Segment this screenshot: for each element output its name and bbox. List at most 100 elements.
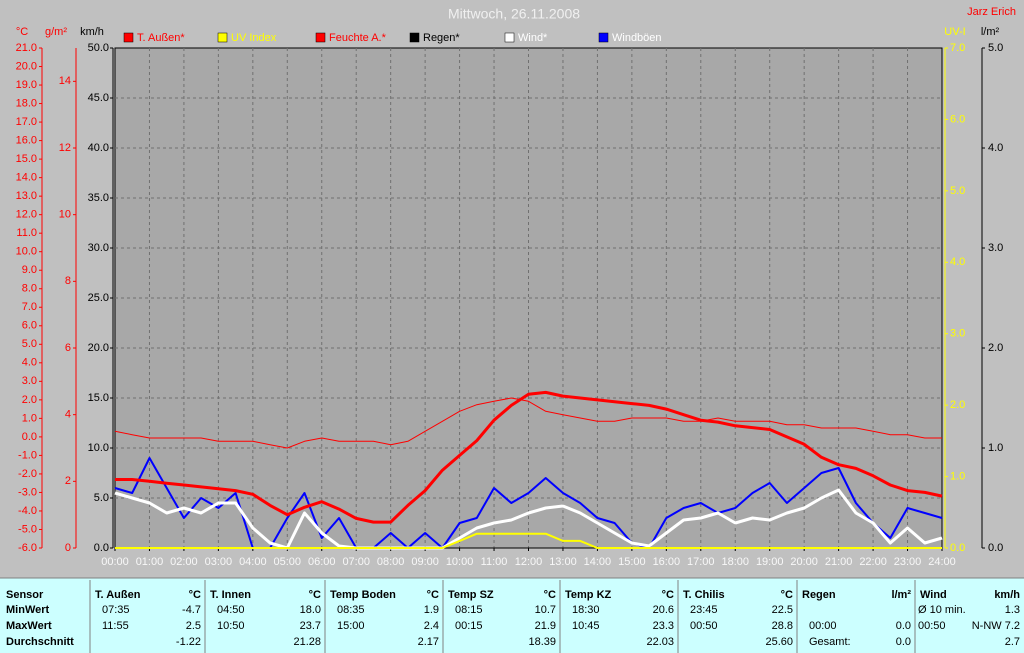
cell-value: 21.9: [535, 620, 556, 632]
x-tick-label: 22:00: [859, 556, 887, 568]
cell-value: N-NW 7.2: [972, 620, 1020, 632]
column-unit: °C: [662, 589, 674, 601]
x-tick-label: 08:00: [377, 556, 405, 568]
column-unit: °C: [781, 589, 793, 601]
x-tick-label: 03:00: [205, 556, 233, 568]
cell-time: 08:15: [455, 604, 483, 616]
y-tick-label: 3.0: [950, 328, 965, 340]
y-tick-label: 4: [65, 409, 71, 421]
column-unit: °C: [427, 589, 439, 601]
y-tick-label: 9.0: [22, 264, 37, 276]
x-tick-label: 20:00: [790, 556, 818, 568]
legend-swatch: [217, 32, 228, 43]
x-tick-label: 04:00: [239, 556, 267, 568]
cell-time: 04:50: [217, 604, 245, 616]
y-tick-label: 4.0: [950, 256, 965, 268]
y-tick-label: 16.0: [16, 134, 37, 146]
x-tick-label: 24:00: [928, 556, 956, 568]
legend-label: Wind*: [518, 32, 548, 44]
y-tick-label: 0.0: [22, 431, 37, 443]
y-tick-label: 15.0: [88, 392, 109, 404]
y-tick-label: 10: [59, 209, 71, 221]
cell-value: 2.4: [424, 620, 439, 632]
cell-value: 25.60: [765, 636, 793, 648]
y-tick-label: 21.0: [16, 42, 37, 54]
y-tick-label: 12: [59, 142, 71, 154]
x-tick-label: 21:00: [825, 556, 853, 568]
column-header: T. Außen: [95, 589, 141, 601]
y-tick-label: 7.0: [950, 42, 965, 54]
y-tick-label: 5.0: [22, 338, 37, 350]
y-tick-label: -4.0: [18, 505, 37, 517]
cell-time: Gesamt:: [809, 636, 851, 648]
cell-value: 18.39: [528, 636, 556, 648]
y-tick-label: 2: [65, 475, 71, 487]
axis-title: UV-I: [944, 26, 965, 38]
x-tick-label: 09:00: [411, 556, 439, 568]
column-unit: °C: [544, 589, 556, 601]
x-tick-label: 02:00: [170, 556, 198, 568]
y-tick-label: 1.0: [988, 442, 1003, 454]
y-tick-label: 18.0: [16, 97, 37, 109]
cell-value: 22.03: [646, 636, 674, 648]
column-unit: °C: [189, 589, 201, 601]
y-tick-label: 8: [65, 275, 71, 287]
x-tick-label: 19:00: [756, 556, 784, 568]
x-tick-label: 11:00: [481, 556, 508, 568]
x-tick-label: 10:00: [446, 556, 474, 568]
y-tick-label: 50.0: [88, 42, 109, 54]
column-header: Temp SZ: [448, 589, 494, 601]
y-tick-label: 6.0: [22, 320, 37, 332]
column-header: Regen: [802, 589, 836, 601]
x-tick-label: 01:00: [136, 556, 164, 568]
y-tick-label: 4.0: [988, 142, 1003, 154]
y-tick-label: 6: [65, 342, 71, 354]
y-tick-label: 0: [65, 542, 71, 554]
cell-time: 10:45: [572, 620, 600, 632]
x-tick-label: 23:00: [894, 556, 922, 568]
legend-label: Regen*: [423, 32, 460, 44]
stats-table: [0, 578, 1024, 653]
x-tick-label: 06:00: [308, 556, 336, 568]
y-tick-label: 0.0: [950, 542, 965, 554]
cell-value: 2.17: [418, 636, 439, 648]
cell-value: -1.22: [176, 636, 201, 648]
y-tick-label: 14.0: [16, 172, 37, 184]
cell-time: 11:55: [102, 620, 129, 632]
cell-value: 23.7: [300, 620, 321, 632]
chart-title: Mittwoch, 26.11.2008: [448, 6, 580, 22]
x-tick-label: 07:00: [342, 556, 370, 568]
table-header: Sensor: [6, 589, 44, 601]
legend-swatch: [315, 32, 326, 43]
y-tick-label: 2.0: [22, 394, 37, 406]
legend-swatch: [123, 32, 134, 43]
x-tick-label: 13:00: [549, 556, 577, 568]
legend-label: Windböen: [612, 32, 662, 44]
y-tick-label: -6.0: [18, 542, 37, 554]
y-tick-label: 15.0: [16, 153, 37, 165]
x-tick-label: 05:00: [274, 556, 302, 568]
cell-time: 00:15: [455, 620, 483, 632]
legend-label: UV Index: [231, 32, 277, 44]
y-tick-label: 3.0: [22, 375, 37, 387]
cell-time: 00:50: [918, 620, 946, 632]
series-line: [115, 390, 943, 524]
y-tick-label: 3.0: [988, 242, 1003, 254]
column-header: Temp KZ: [565, 589, 612, 601]
column-header: Temp Boden: [330, 589, 396, 601]
y-tick-label: 6.0: [950, 113, 965, 125]
y-tick-label: 30.0: [88, 242, 109, 254]
x-tick-label: 12:00: [515, 556, 543, 568]
x-tick-label: 14:00: [584, 556, 612, 568]
column-header: T. Chilis: [683, 589, 725, 601]
cell-time: 00:50: [690, 620, 718, 632]
y-tick-label: 10.0: [88, 442, 109, 454]
y-tick-label: 0.0: [94, 542, 109, 554]
series-line: [114, 488, 943, 550]
legend-swatch: [409, 32, 420, 43]
y-tick-label: -1.0: [18, 449, 37, 461]
y-tick-label: 17.0: [16, 116, 37, 128]
cell-value: 10.7: [535, 604, 556, 616]
cell-value: 1.9: [424, 604, 439, 616]
series-line: [115, 532, 942, 549]
